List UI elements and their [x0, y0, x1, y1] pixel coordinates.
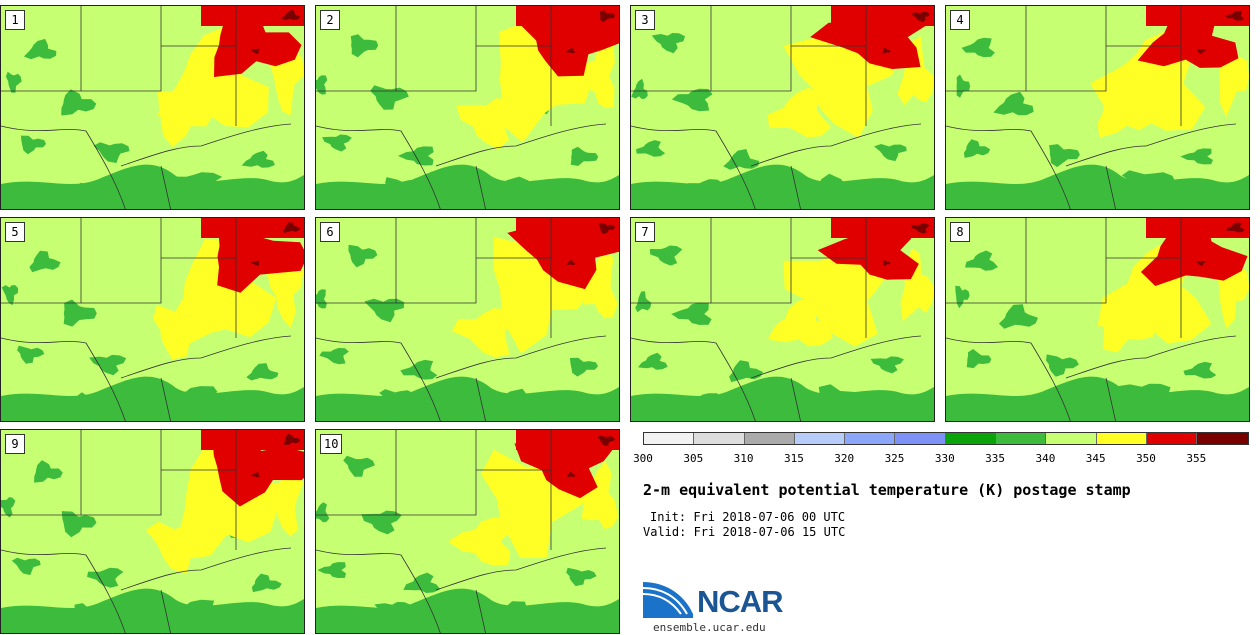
map-panel-8: 8 — [945, 217, 1250, 422]
colorbar-swatch — [744, 433, 795, 444]
site-url: ensemble.ucar.edu — [653, 621, 766, 634]
colorbar-tick-label: 310 — [733, 452, 754, 465]
member-number: 9 — [5, 434, 25, 454]
figure-title: 2-m equivalent potential temperature (K)… — [643, 481, 1131, 499]
map-panel-5: 5 — [0, 217, 305, 422]
map-panel-4: 4 — [945, 5, 1250, 210]
init-time: Init: Fri 2018-07-06 00 UTC — [650, 510, 846, 524]
map-panel-1: 1 — [0, 5, 305, 210]
equivalent-potential-temperature-map — [946, 218, 1249, 421]
equivalent-potential-temperature-map — [316, 430, 619, 633]
colorbar-tick-label: 355 — [1186, 452, 1207, 465]
map-panel-10: 10 — [315, 429, 620, 634]
equivalent-potential-temperature-map — [631, 218, 934, 421]
colorbar-tick-label: 345 — [1085, 452, 1106, 465]
map-panel-9: 9 — [0, 429, 305, 634]
map-panel-7: 7 — [630, 217, 935, 422]
colorbar-swatch — [1046, 433, 1097, 444]
equivalent-potential-temperature-map — [1, 6, 304, 209]
map-panel-2: 2 — [315, 5, 620, 210]
member-number: 7 — [635, 222, 655, 242]
colorbar-tick-label: 300 — [633, 452, 653, 465]
colorbar-tick-label: 350 — [1136, 452, 1156, 465]
member-number: 4 — [950, 10, 970, 30]
colorbar-tick-label: 335 — [985, 452, 1006, 465]
equivalent-potential-temperature-map — [1, 430, 304, 633]
colorbar-swatch — [1146, 433, 1198, 444]
member-number: 1 — [5, 10, 25, 30]
colorbar — [643, 432, 1249, 445]
colorbar-swatch — [1197, 433, 1248, 444]
equivalent-potential-temperature-map — [1, 218, 304, 421]
member-number: 8 — [950, 222, 970, 242]
equivalent-potential-temperature-map — [316, 6, 619, 209]
colorbar-tick-label: 330 — [934, 452, 955, 465]
colorbar-swatch — [945, 433, 997, 444]
valid-time: Valid: Fri 2018-07-06 15 UTC — [643, 525, 846, 539]
colorbar-swatch — [644, 433, 695, 444]
colorbar-swatch — [694, 433, 745, 444]
colorbar-tick-label: 305 — [683, 452, 704, 465]
map-panel-6: 6 — [315, 217, 620, 422]
colorbar-swatch — [1096, 433, 1147, 444]
map-panel-3: 3 — [630, 5, 935, 210]
ncar-logo-text: NCAR — [697, 584, 784, 619]
ncar-logo — [643, 582, 693, 618]
member-number: 3 — [635, 10, 655, 30]
colorbar-tick-label: 320 — [834, 452, 855, 465]
member-number: 10 — [320, 434, 343, 454]
colorbar-tick-label: 325 — [884, 452, 905, 465]
colorbar-swatch — [996, 433, 1047, 444]
member-number: 2 — [320, 10, 340, 30]
member-number: 6 — [320, 222, 340, 242]
member-number: 5 — [5, 222, 25, 242]
colorbar-swatch — [845, 433, 896, 444]
colorbar-tick-label: 340 — [1035, 452, 1056, 465]
colorbar-tick-label: 315 — [783, 452, 804, 465]
equivalent-potential-temperature-map — [316, 218, 619, 421]
equivalent-potential-temperature-map — [631, 6, 934, 209]
equivalent-potential-temperature-map — [946, 6, 1249, 209]
colorbar-swatch — [794, 433, 846, 444]
colorbar-swatch — [895, 433, 946, 444]
